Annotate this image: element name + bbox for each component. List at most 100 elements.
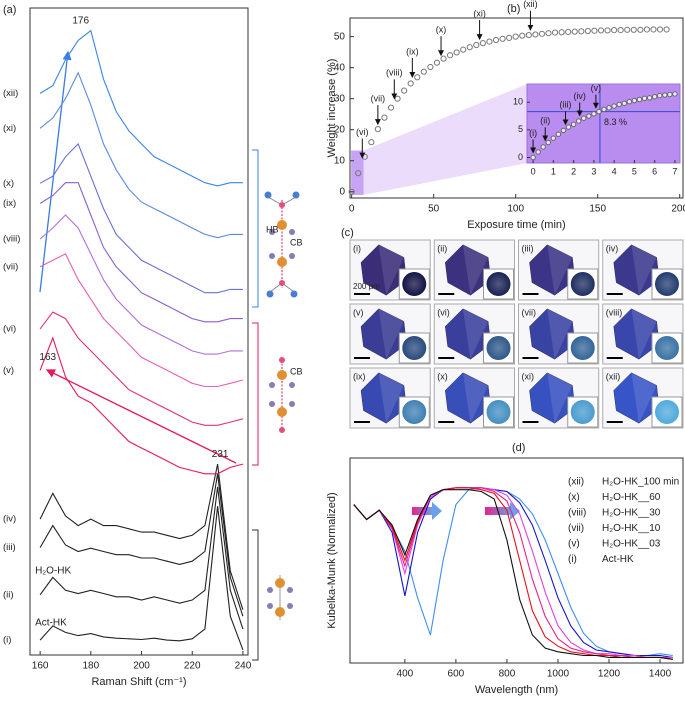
data-point <box>584 27 591 35</box>
annotation: (iv) <box>573 91 586 101</box>
powder-sheen <box>570 400 595 424</box>
legend-label: H₂O-HK__30 <box>602 508 661 519</box>
legend-tag: (xii) <box>568 477 584 488</box>
data-line <box>39 71 243 239</box>
y-axis-label: Weight increase (%) <box>326 59 338 158</box>
bracket <box>252 149 259 308</box>
inset-y-tick-label: 5 <box>518 124 523 134</box>
data-line <box>39 506 244 650</box>
data-line <box>353 487 673 660</box>
inset-point <box>626 98 633 105</box>
data-line <box>39 336 244 475</box>
inset-point <box>621 100 627 107</box>
powder-sheen <box>486 336 511 360</box>
crystal-facet <box>631 308 657 360</box>
series-label: (xi) <box>3 123 16 134</box>
series-label: (vi) <box>3 323 16 334</box>
series-label: (x) <box>3 178 14 189</box>
x-axis-label: Exposure time (min) <box>467 219 565 231</box>
inset-point <box>581 115 587 121</box>
inset-point <box>601 106 607 113</box>
data-point <box>565 28 572 36</box>
raman-decorations: HB CB CB <box>39 50 303 661</box>
x-tick-label: 600 <box>448 669 465 680</box>
inset-point <box>530 154 536 161</box>
inset-point <box>596 108 602 115</box>
panel-label: (b) <box>507 3 520 15</box>
bracket <box>252 529 259 661</box>
series-label: (iv) <box>3 514 16 525</box>
data-point <box>368 139 375 146</box>
y-tick-label: 30 <box>334 93 346 104</box>
annotation: (v) <box>591 83 602 93</box>
data-point <box>440 55 447 62</box>
x-tick-label: 50 <box>428 204 440 215</box>
x-tick-label: 800 <box>499 669 516 680</box>
annotation: 231 <box>212 449 229 460</box>
inset-point <box>565 124 572 130</box>
legend-tag: (x) <box>568 492 580 503</box>
data-line <box>39 182 243 323</box>
legend-label: H₂O-HK__03 <box>602 539 661 550</box>
x-tick-label: 150 <box>589 204 606 215</box>
annotation: H₂O-HK <box>35 566 71 577</box>
powder-sheen <box>570 336 595 360</box>
legend-tag: (v) <box>568 539 580 550</box>
data-point <box>643 26 651 33</box>
marker-label: 8.3 % <box>604 117 627 127</box>
inset-point <box>606 105 612 111</box>
inset-point <box>570 121 577 128</box>
inset-x-tick-label: 5 <box>632 166 637 176</box>
data-point <box>479 40 486 47</box>
annotation: 163 <box>39 352 56 363</box>
data-point <box>499 35 506 42</box>
tile-label: (iii) <box>522 243 534 253</box>
y-tick-label: 0 <box>339 186 345 197</box>
data-point <box>624 26 631 33</box>
data-point <box>611 27 618 34</box>
crystal-facet <box>547 244 573 296</box>
zoom-connector <box>363 84 527 195</box>
x-tick-label: 200 <box>133 661 150 672</box>
scale-bar-label: 200 μm <box>353 282 380 291</box>
data-point <box>387 104 395 111</box>
legend-label: H₂O-HK__60 <box>602 492 661 503</box>
tile-label: (x) <box>437 371 448 381</box>
data-point <box>578 28 585 35</box>
plot-frame <box>29 7 249 656</box>
annotation: (vi) <box>356 127 369 137</box>
series-label: (xii) <box>3 88 18 99</box>
inset-point <box>616 101 622 108</box>
data-point <box>506 34 513 41</box>
data-point <box>650 26 657 33</box>
series-label: (ii) <box>3 589 14 600</box>
data-line <box>39 214 243 355</box>
data-point <box>637 26 644 33</box>
powder-sheen <box>486 400 511 424</box>
inset-point <box>540 144 546 150</box>
data-point <box>492 36 500 44</box>
data-point <box>551 29 559 36</box>
inset-point <box>535 149 541 155</box>
inset-point <box>560 127 567 134</box>
series-label: (viii) <box>3 233 20 244</box>
crystal-facet <box>462 244 489 296</box>
powder-sheen <box>655 272 679 296</box>
tile-label: (xi) <box>522 371 535 381</box>
data-point <box>630 26 637 33</box>
powder-sheen <box>402 336 427 360</box>
inset-point <box>651 94 658 100</box>
annotation: (ix) <box>406 46 419 56</box>
legend-label: Act-HK <box>602 554 634 565</box>
data-point <box>381 114 388 121</box>
data-point <box>558 29 565 36</box>
data-point <box>407 80 414 87</box>
data-line <box>39 311 244 426</box>
annotation: (vii) <box>371 93 386 103</box>
tile-label: (vii) <box>522 307 537 317</box>
x-tick-label: 200 <box>671 204 685 215</box>
crystal-facet <box>378 308 404 360</box>
inset-point <box>662 92 668 98</box>
bracket <box>252 322 259 466</box>
data-point <box>545 30 552 37</box>
